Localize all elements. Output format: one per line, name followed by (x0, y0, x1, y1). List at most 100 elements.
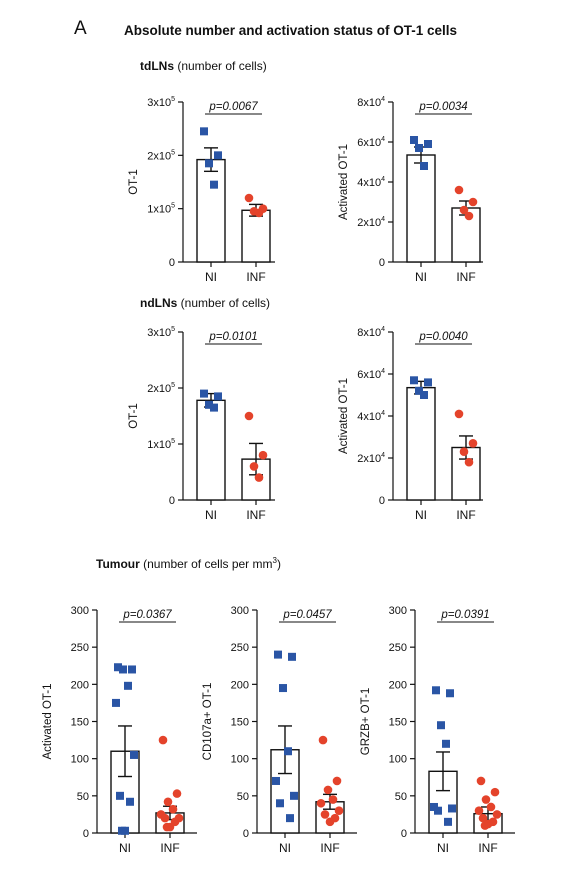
y-tick-label-mantissa: 1x10 (147, 204, 171, 216)
y-tick-label-mantissa: 50 (237, 791, 249, 803)
data-point-ni (424, 140, 432, 148)
data-point-inf (459, 205, 469, 215)
x-tick-label: INF (456, 508, 475, 522)
data-point-inf (249, 462, 259, 471)
p-value-label: p=0.0040 (418, 331, 468, 343)
data-point-ni (205, 400, 213, 409)
data-point-ni (118, 826, 126, 835)
data-point-inf (464, 211, 474, 221)
y-tick-label-mantissa: 100 (71, 754, 89, 766)
x-tick-label: NI (279, 841, 291, 855)
data-point-inf (318, 735, 328, 745)
data-point-ni (200, 127, 208, 136)
data-point-inf (158, 735, 168, 745)
data-point-inf (492, 810, 502, 819)
y-tick-label-exponent: 5 (171, 96, 175, 103)
y-tick-label-mantissa: 0 (169, 257, 175, 269)
x-tick-label: NI (415, 270, 427, 284)
y-tick-label-mantissa: 3x10 (147, 327, 171, 339)
section-title-bold: tdLNs (140, 59, 174, 73)
data-point-inf (481, 795, 491, 804)
y-tick-label-mantissa: 0 (379, 495, 385, 507)
y-axis-label: Activated OT-1 (338, 378, 350, 454)
y-axis-label: GRZB+ OT-1 (360, 688, 372, 755)
bar-inf (451, 207, 481, 263)
data-point-inf (320, 810, 330, 819)
data-point-inf (478, 813, 488, 823)
data-point-inf (323, 785, 333, 795)
y-axis-label: Activated OT-1 (42, 683, 54, 759)
section-title-bold: ndLNs (140, 296, 178, 310)
data-point-ni (442, 739, 450, 748)
x-tick-label: NI (205, 508, 217, 522)
y-tick-label-mantissa: 200 (231, 679, 249, 691)
x-tick-label: INF (246, 270, 265, 284)
y-tick-label: 200 (231, 679, 249, 691)
y-tick-label-mantissa: 300 (231, 605, 249, 617)
y-tick-label-mantissa: 1x10 (147, 439, 171, 451)
y-tick-label: 4x104 (357, 410, 385, 423)
data-point-ni (410, 136, 418, 144)
data-point-ni (284, 747, 292, 756)
data-point-ni (130, 750, 138, 759)
y-tick-label: 6x104 (357, 368, 385, 381)
data-point-ni (210, 180, 218, 189)
y-tick-label-exponent: 5 (171, 149, 175, 156)
section-title-superscript: 3 (272, 556, 277, 565)
y-tick-label-mantissa: 2x10 (357, 453, 381, 465)
y-tick-label-exponent: 4 (381, 136, 385, 143)
y-tick-label: 4x104 (357, 176, 385, 189)
y-tick-label-mantissa: 100 (389, 754, 407, 766)
y-tick-label: 6x104 (357, 136, 385, 149)
data-point-inf (162, 822, 172, 832)
data-point-inf (476, 776, 486, 786)
data-point-ni (424, 378, 432, 387)
y-tick-label: 150 (71, 717, 89, 729)
section-title-close: ) (276, 557, 281, 571)
y-tick-label-mantissa: 0 (169, 495, 175, 507)
bar-ni (196, 158, 226, 263)
bar-ni (406, 154, 436, 263)
data-point-ni (112, 698, 120, 707)
y-tick-label-mantissa: 0 (379, 257, 385, 269)
data-point-ni (119, 665, 127, 674)
y-tick-label-mantissa: 0 (243, 828, 249, 840)
data-point-inf (474, 806, 484, 815)
data-point-inf (334, 806, 344, 815)
data-point-ni (434, 806, 442, 815)
y-tick-label: 100 (231, 754, 249, 766)
section-title-tdlns: tdLNs (number of cells) (140, 59, 267, 73)
y-tick-label-mantissa: 2x10 (357, 217, 381, 229)
y-tick-label: 8x104 (357, 96, 385, 109)
y-axis-label: CD107a+ OT-1 (202, 683, 214, 761)
x-tick-label: INF (478, 841, 497, 855)
y-tick-label: 300 (389, 605, 407, 617)
y-tick-label-exponent: 5 (171, 326, 175, 333)
y-tick-label: 200 (389, 679, 407, 691)
data-point-ni (290, 791, 298, 800)
y-tick-label: 8x104 (357, 326, 385, 339)
data-point-ni (114, 663, 122, 672)
y-tick-label-mantissa: 150 (231, 717, 249, 729)
y-tick-label-mantissa: 200 (71, 679, 89, 691)
y-tick-label-mantissa: 250 (231, 642, 249, 654)
y-tick-label: 0 (243, 828, 249, 840)
data-point-ni (214, 392, 222, 401)
bar-ni (406, 386, 436, 501)
y-tick-label-mantissa: 6x10 (357, 369, 381, 381)
y-tick-label: 2x104 (357, 216, 385, 229)
data-point-inf (468, 197, 478, 207)
section-title-rest: (number of cells per mm (139, 557, 273, 571)
y-tick-label: 2x105 (147, 149, 175, 162)
data-point-ni (437, 721, 445, 730)
y-tick-label-mantissa: 150 (71, 717, 89, 729)
data-point-ni (124, 681, 132, 690)
y-tick-label-exponent: 4 (381, 368, 385, 375)
data-point-ni (279, 684, 287, 693)
y-tick-label-mantissa: 250 (71, 642, 89, 654)
x-tick-label: NI (415, 508, 427, 522)
y-tick-label: 3x105 (147, 326, 175, 339)
y-tick-label: 50 (77, 791, 89, 803)
p-value-label: p=0.0034 (418, 101, 467, 113)
